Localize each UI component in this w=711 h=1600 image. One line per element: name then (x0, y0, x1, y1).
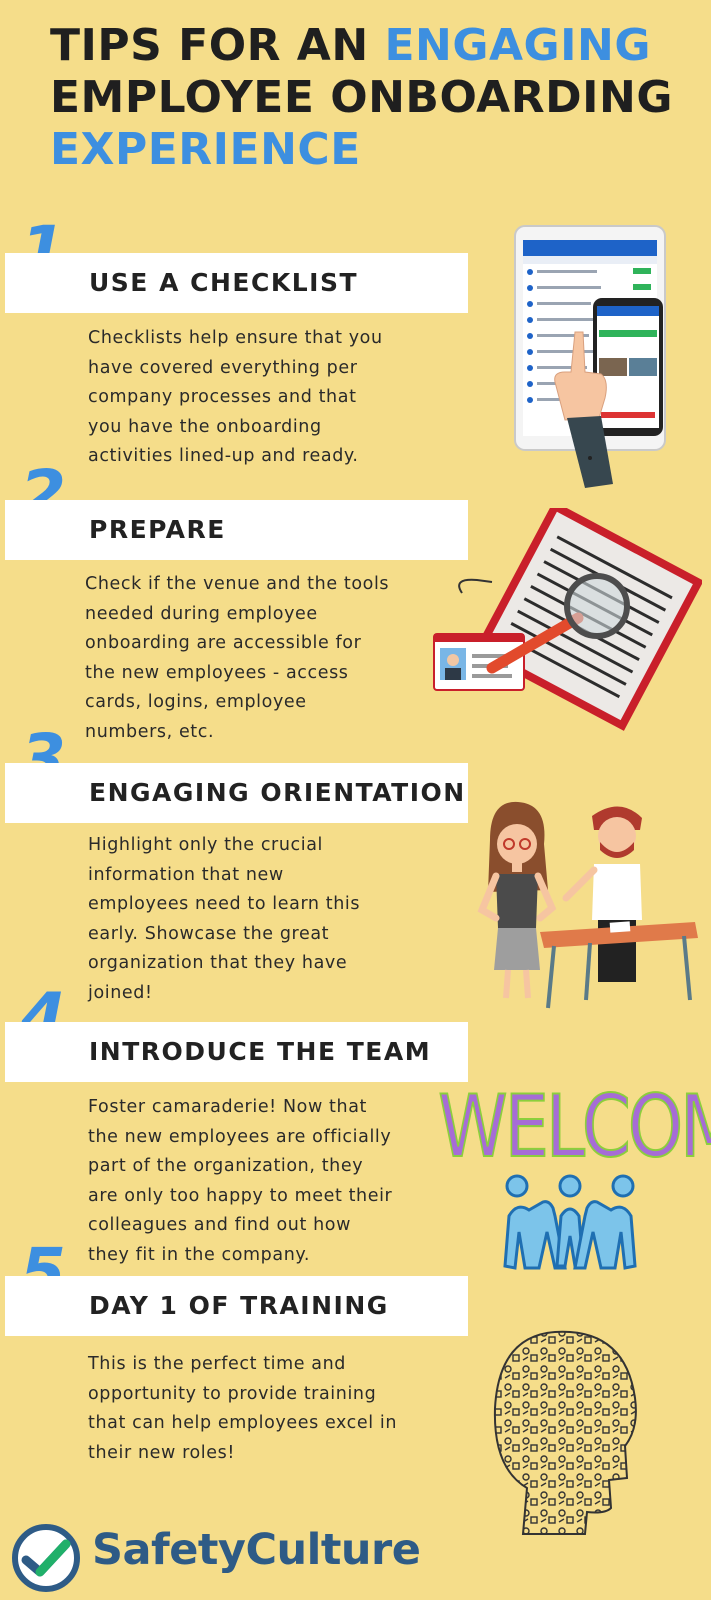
team-people-icon (503, 1174, 637, 1270)
section-5-body: This is the perfect time and opportunity… (88, 1350, 398, 1468)
section-2-body: Check if the venue and the tools needed … (85, 570, 405, 748)
brand-name: SafetyCulture (92, 1525, 421, 1575)
section-2-heading: PREPARE (89, 515, 226, 544)
body-line: the new employees - access (85, 662, 349, 683)
head-icons-illustration (493, 1330, 637, 1535)
body-line: Foster camaraderie! Now that (88, 1097, 367, 1117)
section-3-heading-bar: ENGAGING ORIENTATION (5, 763, 468, 823)
body-line: have covered everything per (88, 357, 358, 378)
body-line: activities lined-up and ready. (88, 446, 359, 467)
body-line: employees need to learn this (88, 894, 361, 915)
body-line: company processes and that (88, 387, 357, 408)
body-line: the new employees are officially (88, 1126, 392, 1147)
body-line: you have the onboarding (88, 416, 322, 437)
body-line: part of the organization, they (88, 1156, 364, 1177)
document-magnifier-illustration (433, 508, 702, 731)
tablet-checklist-illustration (514, 225, 666, 488)
section-2-heading-bar: PREPARE (5, 500, 468, 560)
section-4-body: Foster camaraderie! Now that the new emp… (88, 1093, 398, 1271)
body-line: onboarding are accessible for (85, 633, 362, 654)
title-line1-highlight: ENGAGING (384, 20, 651, 71)
section-1-heading: USE A CHECKLIST (89, 268, 358, 297)
section-5-heading-bar: DAY 1 OF TRAINING (5, 1276, 468, 1336)
section-3-body: Highlight only the crucial information t… (88, 831, 398, 1009)
title-line2: EMPLOYEE ONBOARDING (50, 72, 673, 123)
body-line: numbers, etc. (85, 721, 215, 742)
body-line: This is the perfect time and (88, 1354, 347, 1374)
page-title: TIPS FOR AN ENGAGING EMPLOYEE ONBOARDING… (50, 20, 690, 176)
body-line: that can help employees excel in (88, 1413, 398, 1434)
section-1-body: Checklists help ensure that you have cov… (88, 324, 398, 472)
title-line1-part1: TIPS FOR AN (50, 20, 385, 71)
section-4-heading: INTRODUCE THE TEAM (89, 1037, 432, 1066)
body-line: early. Showcase the great (88, 923, 330, 944)
body-line: Highlight only the crucial (88, 835, 324, 855)
section-4-heading-bar: INTRODUCE THE TEAM (5, 1022, 468, 1082)
body-line: Checklists help ensure that you (88, 328, 383, 348)
body-line: opportunity to provide training (88, 1383, 377, 1404)
section-5-heading: DAY 1 OF TRAINING (89, 1291, 389, 1320)
body-line: cards, logins, employee (85, 692, 307, 713)
body-line: they fit in the company. (88, 1244, 311, 1265)
body-line: their new roles! (88, 1442, 235, 1463)
section-1-heading-bar: USE A CHECKLIST (5, 253, 468, 313)
checkmark-circle-icon (12, 1524, 80, 1592)
orientation-people-illustration (477, 801, 698, 1009)
section-3-heading: ENGAGING ORIENTATION (89, 778, 466, 807)
welcome-text: WELCOME (437, 1077, 711, 1177)
body-line: colleagues and find out how (88, 1215, 351, 1236)
title-line3: EXPERIENCE (50, 124, 361, 175)
body-line: needed during employee (85, 603, 318, 624)
body-line: are only too happy to meet their (88, 1185, 393, 1206)
body-line: joined! (88, 982, 153, 1003)
body-line: Check if the venue and the tools (85, 574, 390, 594)
body-line: organization that they have (88, 953, 348, 974)
body-line: information that new (88, 864, 284, 885)
